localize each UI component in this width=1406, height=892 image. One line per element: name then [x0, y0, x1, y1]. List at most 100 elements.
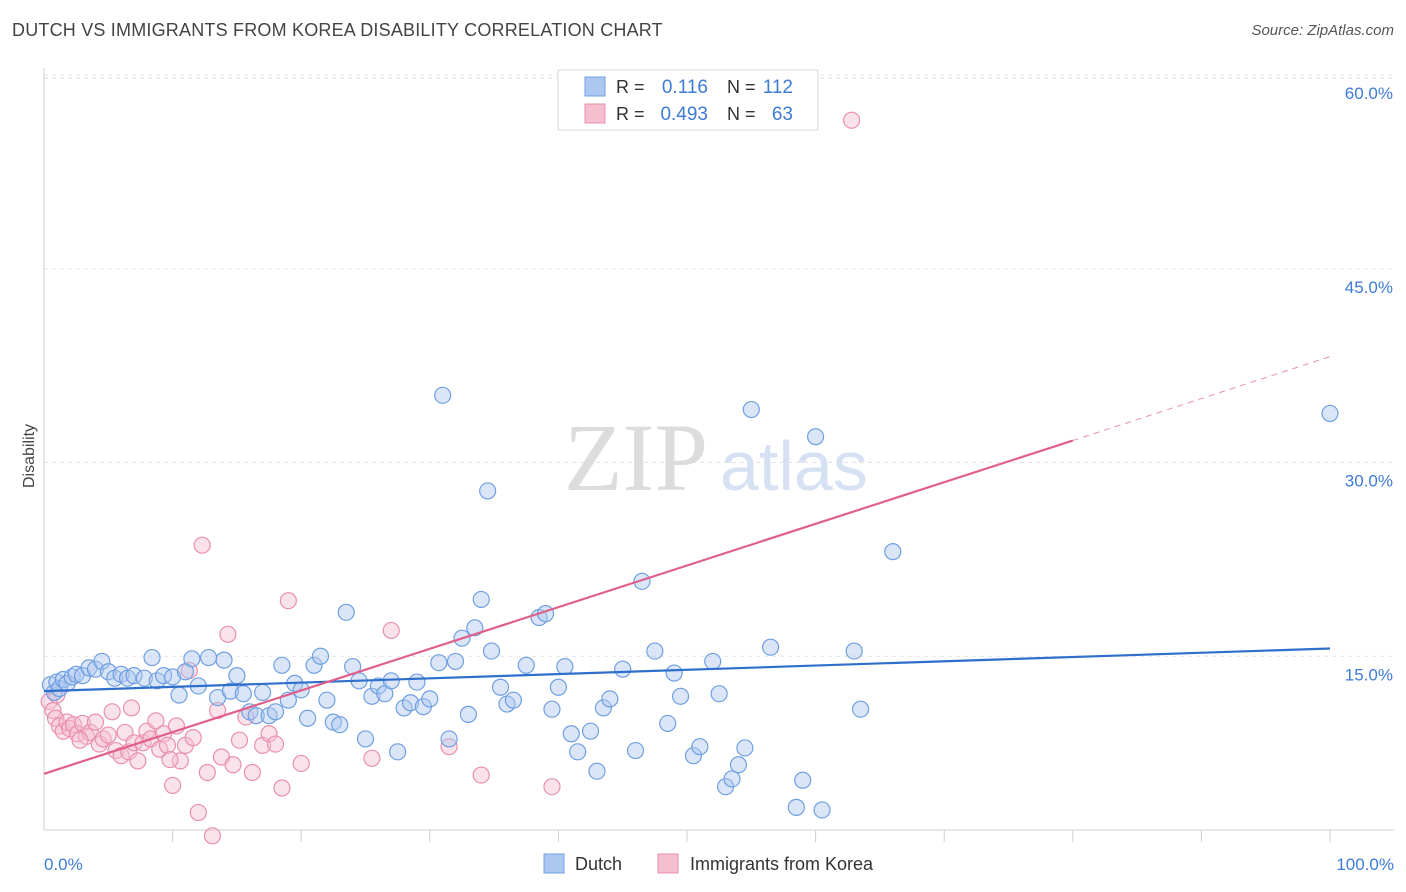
dutch-point	[581, 722, 600, 740]
dutch-point	[331, 716, 349, 734]
korea-point	[64, 716, 83, 734]
dutch-point	[787, 798, 805, 816]
watermark-zip: ZIP	[564, 404, 708, 511]
dutch-point	[736, 739, 754, 757]
korea-point	[129, 752, 147, 770]
dutch-point	[845, 642, 863, 660]
dutch-point	[723, 770, 741, 788]
legend-n-label-dutch: N =	[727, 77, 756, 97]
korea-point	[203, 827, 222, 845]
dutch-point	[517, 656, 535, 674]
dutch-point	[430, 654, 448, 672]
korea-point	[147, 712, 165, 730]
dutch-point	[254, 683, 272, 702]
series-dutch-points	[41, 386, 1339, 819]
x-tick-label-max: 100.0%	[1336, 855, 1394, 874]
y-tick-label: 45.0%	[1345, 278, 1393, 297]
legend-swatch-korea	[584, 103, 606, 124]
korea-point	[193, 536, 211, 554]
korea-point	[184, 729, 202, 747]
y-tick-label: 30.0%	[1345, 472, 1393, 491]
dutch-point	[684, 747, 703, 765]
korea-point	[292, 754, 310, 773]
dutch-point	[356, 730, 375, 748]
dutch-point	[299, 709, 317, 727]
korea-point	[543, 778, 561, 796]
korea-point	[382, 621, 400, 640]
watermark: ZIP atlas	[564, 404, 868, 511]
legend-bottom-swatch-dutch	[543, 853, 565, 874]
dutch-point	[221, 682, 240, 700]
legend-r-label-dutch: R =	[616, 77, 645, 97]
korea-point	[472, 766, 490, 784]
korea-point	[161, 750, 179, 769]
dutch-point	[472, 590, 490, 609]
korea-point	[363, 749, 381, 767]
x-tick-label-min: 0.0%	[44, 855, 83, 874]
dutch-point	[504, 691, 522, 709]
dutch-point	[143, 648, 161, 667]
grid-lines	[44, 74, 1394, 657]
dutch-point	[614, 660, 632, 678]
dutch-point	[852, 700, 870, 718]
chart-title: DUTCH VS IMMIGRANTS FROM KOREA DISABILIT…	[12, 20, 663, 40]
korea-point	[158, 736, 177, 754]
y-tick-labels: 15.0% 30.0% 45.0% 60.0%	[1345, 84, 1393, 684]
dutch-point	[761, 638, 780, 656]
dutch-point	[601, 690, 619, 708]
watermark-atlas: atlas	[720, 427, 868, 505]
legend-n-value-korea: 63	[772, 104, 793, 125]
dutch-point	[228, 667, 246, 685]
dutch-point	[633, 572, 651, 590]
korea-point	[189, 803, 207, 822]
dutch-point	[421, 690, 439, 708]
legend-n-label-korea: N =	[727, 104, 756, 124]
dutch-point	[311, 647, 330, 665]
dutch-point	[200, 648, 218, 667]
legend-r-label-korea: R =	[616, 104, 645, 124]
dutch-point	[434, 386, 452, 404]
dutch-point	[459, 705, 477, 723]
dutch-point	[556, 657, 574, 676]
dutch-point	[665, 664, 683, 682]
dutch-point	[691, 738, 709, 756]
dutch-point	[135, 669, 153, 687]
dutch-point	[569, 743, 587, 761]
dutch-point	[408, 673, 426, 691]
korea-point	[103, 703, 121, 721]
legend-n-value-dutch: 112	[763, 77, 793, 98]
trend-lines	[43, 356, 1331, 775]
dutch-point	[318, 691, 336, 709]
dutch-point	[594, 699, 613, 717]
y-tick-label: 15.0%	[1345, 665, 1393, 684]
korea-point	[260, 725, 278, 743]
korea-point	[99, 726, 117, 744]
korea-point	[122, 699, 141, 717]
dutch-point	[266, 703, 285, 721]
korea-point	[86, 713, 105, 731]
legend-bottom: Dutch Immigrants from Korea	[543, 853, 874, 874]
dutch-point	[363, 687, 381, 705]
korea-point	[843, 111, 861, 129]
dutch-point	[1321, 404, 1339, 423]
dutch-point	[401, 694, 420, 712]
dutch-point	[626, 741, 645, 760]
dutch-point	[164, 668, 182, 686]
dutch-point	[337, 603, 355, 621]
dutch-point	[549, 678, 568, 696]
dutch-point	[588, 762, 606, 780]
korea-point	[198, 763, 216, 782]
dutch-point	[273, 656, 291, 674]
dutch-point	[482, 642, 501, 660]
trend-line-korea	[43, 439, 1074, 775]
dutch-point	[125, 667, 143, 685]
dutch-point	[710, 685, 728, 703]
dutch-point	[234, 685, 252, 703]
dutch-point	[491, 678, 510, 696]
series-korea-points	[40, 111, 861, 845]
y-tick-label: 60.0%	[1345, 84, 1393, 103]
dutch-point	[794, 771, 812, 789]
dutch-point	[446, 652, 465, 671]
trend-line-dutch	[43, 647, 1331, 693]
